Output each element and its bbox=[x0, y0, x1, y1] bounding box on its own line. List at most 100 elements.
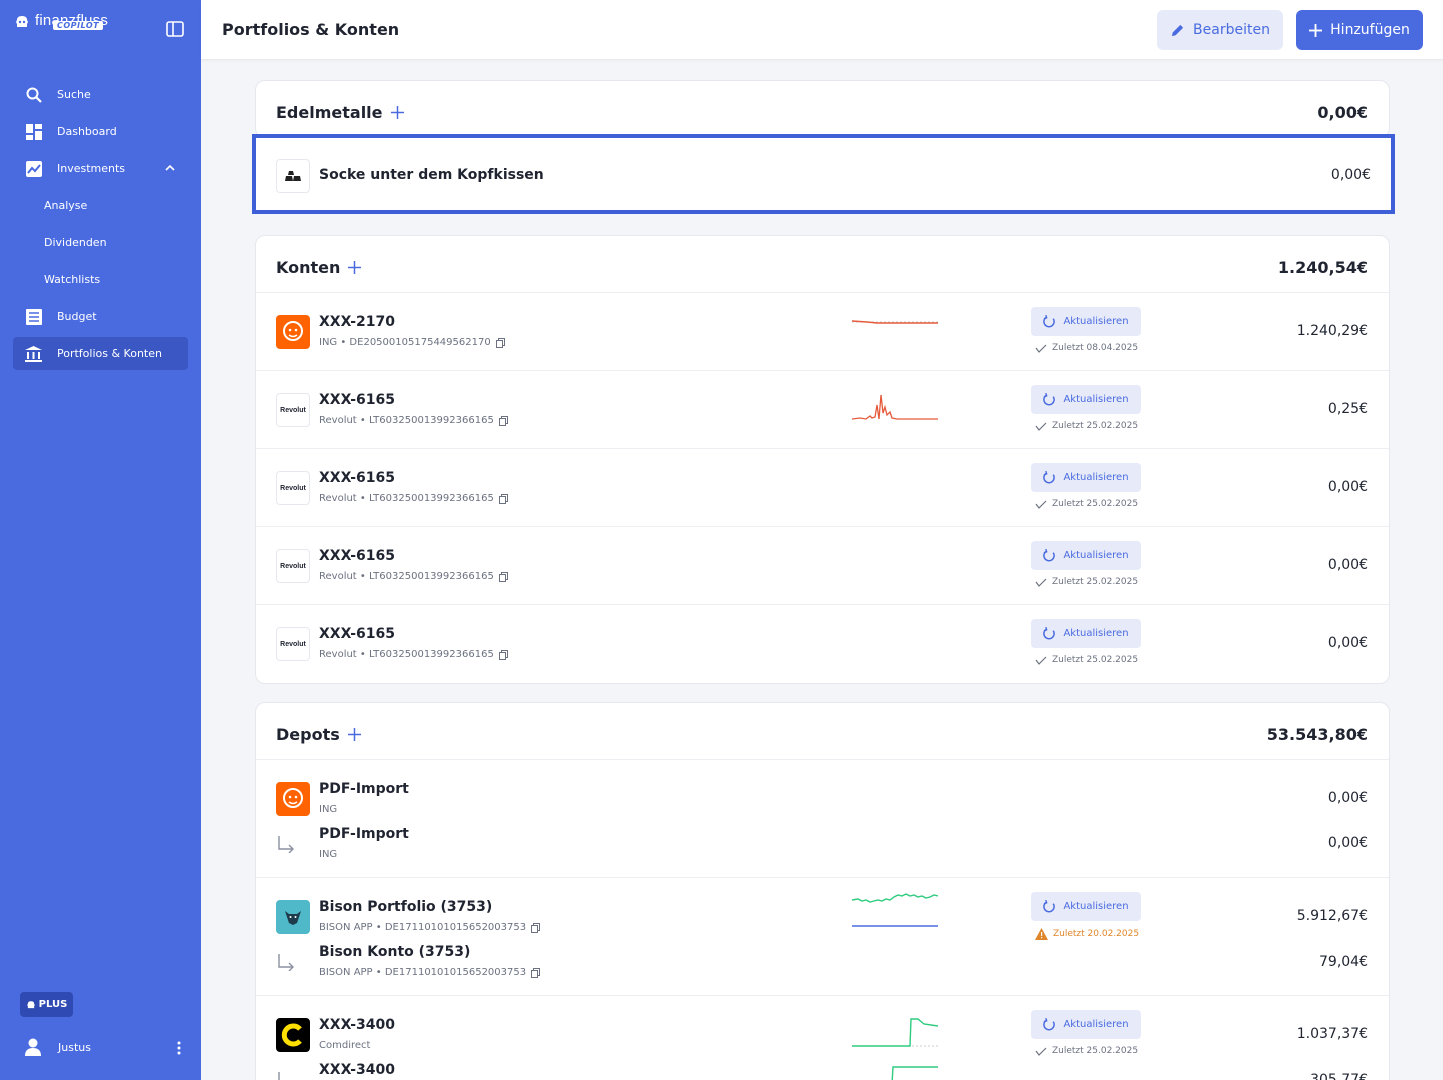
edelmetalle-title: Edelmetalle bbox=[276, 103, 404, 122]
account-amount: 0,00€ bbox=[1327, 635, 1368, 651]
account-amount: 0,00€ bbox=[1327, 479, 1368, 495]
refresh-label: Aktualisieren bbox=[1063, 550, 1129, 561]
sidebar-item-label: Portfolios & Konten bbox=[57, 347, 162, 360]
revolut-logo-icon: Revolut bbox=[276, 393, 310, 427]
copy-icon[interactable] bbox=[531, 922, 541, 933]
edit-button[interactable]: Bearbeiten bbox=[1157, 10, 1283, 50]
search-icon bbox=[25, 86, 42, 103]
depots-card: Depots 53.543,80€ PDF-Import ING 0,00€ P… bbox=[255, 702, 1390, 1080]
sidebar-item-budget[interactable]: Budget bbox=[13, 300, 188, 333]
depot-sub: Comdirect bbox=[319, 1040, 371, 1051]
refresh-button[interactable]: Aktualisieren bbox=[1031, 385, 1141, 414]
add-depot-icon[interactable] bbox=[347, 728, 361, 741]
refresh-icon bbox=[1043, 627, 1056, 640]
revolut-logo-icon: Revolut bbox=[276, 627, 310, 661]
chart-icon bbox=[25, 160, 42, 177]
sidebar-item-portfolios[interactable]: Portfolios & Konten bbox=[13, 337, 188, 370]
refresh-label: Aktualisieren bbox=[1063, 472, 1129, 483]
sub-account-name: Bison Konto (3753) bbox=[319, 944, 471, 960]
dashboard-icon bbox=[25, 123, 42, 140]
sync-text: Zuletzt 25.02.2025 bbox=[1052, 577, 1139, 587]
account-row[interactable]: Revolut XXX-6165 Revolut • LT60325001399… bbox=[256, 371, 1389, 449]
copilot-logo-icon bbox=[16, 16, 28, 27]
chevron-up-icon[interactable] bbox=[164, 162, 176, 174]
add-konto-icon[interactable] bbox=[348, 261, 362, 274]
refresh-icon bbox=[1043, 471, 1056, 484]
account-sub: ING • DE20500105175449562170 bbox=[319, 337, 491, 348]
sidebar-item-label: Investments bbox=[57, 162, 126, 175]
account-row[interactable]: Revolut XXX-6165 Revolut • LT60325001399… bbox=[256, 527, 1389, 605]
sidebar-item-dashboard[interactable]: Dashboard bbox=[13, 115, 188, 148]
account-iban: Revolut • LT603250013992366165 bbox=[319, 493, 508, 504]
copy-icon[interactable] bbox=[498, 493, 508, 504]
sub-account-name: XXX-3400 bbox=[319, 1062, 396, 1078]
copilot-logo-icon bbox=[26, 1000, 35, 1008]
more-vertical-icon[interactable] bbox=[173, 1041, 185, 1055]
depot-name: PDF-Import bbox=[319, 781, 409, 797]
sidebar-item-label: Suche bbox=[57, 88, 91, 101]
add-button-label: Hinzufügen bbox=[1330, 22, 1410, 38]
depot-group[interactable]: XXX-3400 Comdirect Aktualisieren Zuletzt… bbox=[256, 996, 1389, 1080]
copy-icon[interactable] bbox=[498, 415, 508, 426]
account-row[interactable]: XXX-2170 ING • DE20500105175449562170 Ak… bbox=[256, 293, 1389, 371]
refresh-button[interactable]: Aktualisieren bbox=[1031, 307, 1141, 336]
section-total: 53.543,80€ bbox=[1266, 725, 1368, 744]
account-name: XXX-6165 bbox=[319, 548, 396, 564]
user-menu[interactable]: Justus bbox=[25, 1038, 185, 1056]
sub-account-name: PDF-Import bbox=[319, 826, 409, 842]
account-iban: ING • DE20500105175449562170 bbox=[319, 337, 505, 348]
edelmetalle-card: Edelmetalle 0,00€ bbox=[255, 80, 1390, 138]
depot-group[interactable]: Bison Portfolio (3753) BISON APP • DE171… bbox=[256, 878, 1389, 996]
sidebar-item-watchlists[interactable]: Watchlists bbox=[13, 263, 188, 296]
copy-icon[interactable] bbox=[531, 967, 541, 978]
refresh-button[interactable]: Aktualisieren bbox=[1031, 541, 1141, 570]
check-icon bbox=[1035, 578, 1047, 587]
copy-icon[interactable] bbox=[498, 649, 508, 660]
konten-title: Konten bbox=[276, 258, 362, 277]
section-title: Depots bbox=[276, 725, 340, 744]
edelmetall-row-selected[interactable]: Socke unter dem Kopfkissen 0,00€ bbox=[252, 134, 1395, 214]
user-name: Justus bbox=[58, 1040, 91, 1054]
precious-metal-icon bbox=[276, 159, 310, 193]
depot-amount: 1.037,37€ bbox=[1296, 1026, 1368, 1042]
edit-button-label: Bearbeiten bbox=[1193, 22, 1270, 38]
ing-logo-icon bbox=[276, 782, 310, 816]
sidebar-item-dividenden[interactable]: Dividenden bbox=[13, 226, 188, 259]
sidebar-item-label: Dashboard bbox=[57, 125, 117, 138]
sub-account-sub: ING bbox=[319, 849, 338, 860]
sidebar-item-investments[interactable]: Investments bbox=[13, 152, 188, 185]
top-header: Portfolios & Konten Bearbeiten Hinzufüge… bbox=[201, 0, 1443, 60]
add-edelmetall-icon[interactable] bbox=[390, 106, 404, 119]
account-amount: 1.240,29€ bbox=[1296, 323, 1368, 339]
revolut-logo-icon: Revolut bbox=[276, 471, 310, 505]
account-name: XXX-6165 bbox=[319, 392, 396, 408]
account-sub: Revolut • LT603250013992366165 bbox=[319, 415, 494, 426]
sync-text: Zuletzt 08.04.2025 bbox=[1052, 343, 1139, 353]
account-name: XXX-6165 bbox=[319, 626, 396, 642]
refresh-button[interactable]: Aktualisieren bbox=[1031, 1010, 1141, 1039]
sidebar-item-label: Watchlists bbox=[44, 273, 101, 286]
sidebar-collapse-icon[interactable] bbox=[166, 21, 184, 37]
account-name: XXX-6165 bbox=[319, 470, 396, 486]
account-name: XXX-2170 bbox=[319, 314, 396, 330]
depot-group[interactable]: PDF-Import ING 0,00€ PDF-Import ING 0,00… bbox=[256, 760, 1389, 878]
check-icon bbox=[1035, 1047, 1047, 1056]
depots-header: Depots 53.543,80€ bbox=[256, 703, 1389, 760]
account-row[interactable]: Revolut XXX-6165 Revolut • LT60325001399… bbox=[256, 449, 1389, 527]
copy-icon[interactable] bbox=[498, 571, 508, 582]
refresh-label: Aktualisieren bbox=[1063, 901, 1129, 912]
sidebar-item-label: Budget bbox=[57, 310, 97, 323]
depot-name: Bison Portfolio (3753) bbox=[319, 899, 493, 915]
sidebar-item-label: Dividenden bbox=[44, 236, 107, 249]
sidebar-item-suche[interactable]: Suche bbox=[13, 78, 188, 111]
copy-icon[interactable] bbox=[495, 337, 505, 348]
add-button[interactable]: Hinzufügen bbox=[1296, 10, 1423, 50]
plus-badge[interactable]: PLUS bbox=[20, 992, 73, 1017]
account-iban: Revolut • LT603250013992366165 bbox=[319, 571, 508, 582]
sub-account-amount: 79,04€ bbox=[1319, 954, 1368, 970]
sidebar-item-analyse[interactable]: Analyse bbox=[13, 189, 188, 222]
refresh-button[interactable]: Aktualisieren bbox=[1031, 463, 1141, 492]
refresh-button[interactable]: Aktualisieren bbox=[1031, 619, 1141, 648]
refresh-button[interactable]: Aktualisieren bbox=[1031, 892, 1141, 921]
account-row[interactable]: Revolut XXX-6165 Revolut • LT60325001399… bbox=[256, 605, 1389, 683]
